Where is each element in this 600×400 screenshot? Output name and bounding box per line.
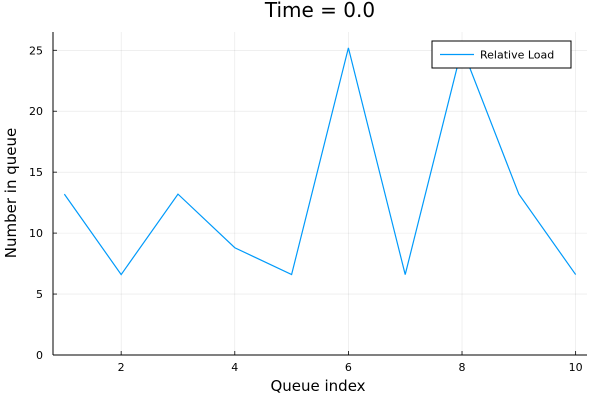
x-tick-label: 10 <box>569 361 583 374</box>
y-tick-label: 20 <box>29 105 43 118</box>
y-tick-label: 0 <box>36 349 43 362</box>
y-axis-label: Number in queue <box>2 128 20 258</box>
x-tick-label: 2 <box>118 361 125 374</box>
y-tick-label: 15 <box>29 166 43 179</box>
ticks: 2 4 6 8 10 0 5 10 15 20 25 <box>29 44 583 374</box>
x-tick-label: 6 <box>345 361 352 374</box>
y-tick-label: 5 <box>36 288 43 301</box>
x-tick-label: 8 <box>459 361 466 374</box>
legend-label: Relative Load <box>480 49 554 62</box>
chart-title: Time = 0.0 <box>264 0 375 22</box>
axes <box>52 32 587 356</box>
series-line-relative-load <box>63 45 577 276</box>
x-axis-label: Queue index <box>270 377 365 395</box>
y-tick-label: 10 <box>29 227 43 240</box>
y-tick-label: 25 <box>29 44 43 57</box>
x-tick-label: 4 <box>231 361 238 374</box>
legend: Relative Load <box>431 40 572 69</box>
